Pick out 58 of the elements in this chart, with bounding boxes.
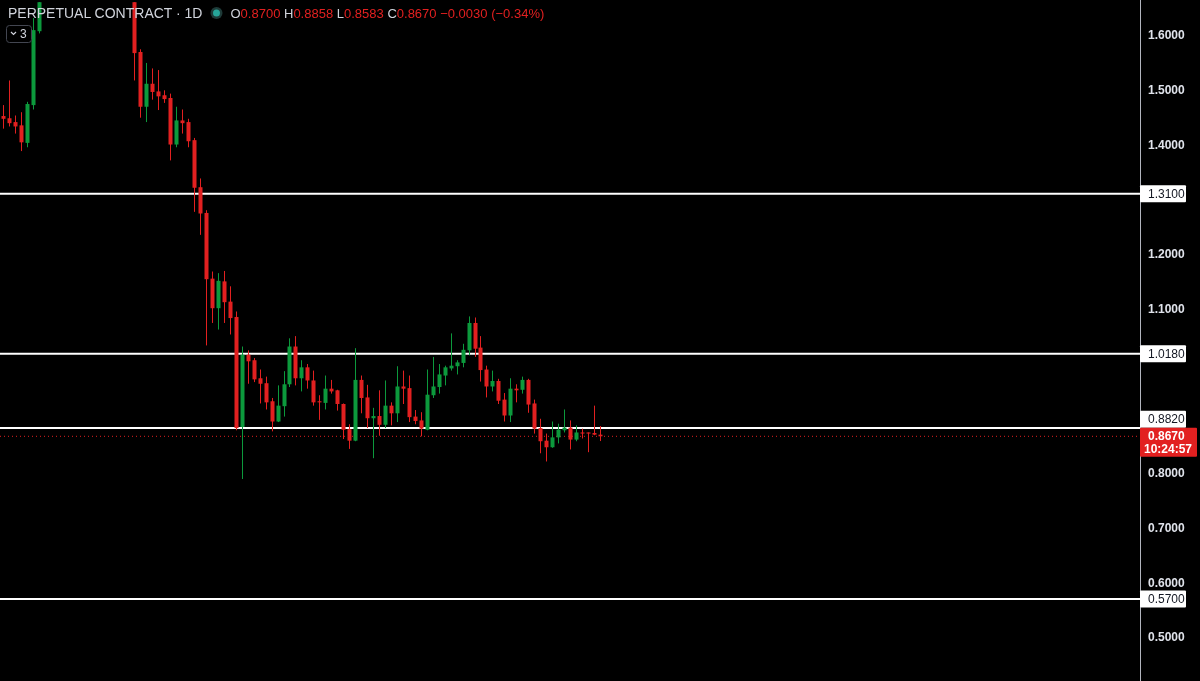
y-tick-label: 0.6000 bbox=[1148, 575, 1186, 590]
candlestick bbox=[246, 349, 251, 385]
candlestick bbox=[377, 389, 382, 437]
ref-line-label: 0.8670 bbox=[1148, 429, 1186, 444]
candlestick bbox=[323, 375, 328, 410]
candlestick bbox=[389, 401, 394, 426]
candlestick bbox=[228, 285, 233, 335]
candlestick bbox=[264, 376, 269, 410]
candlestick bbox=[317, 394, 322, 421]
candlestick bbox=[311, 370, 316, 407]
y-tick-label: 1.1000 bbox=[1148, 301, 1186, 316]
y-tick-label: 1.4000 bbox=[1148, 137, 1186, 152]
candlestick bbox=[586, 431, 591, 453]
candlestick bbox=[270, 397, 275, 432]
y-tick-label: 1.6000 bbox=[1148, 28, 1186, 43]
candlestick bbox=[222, 270, 227, 324]
candlestick bbox=[180, 108, 185, 135]
candlestick bbox=[150, 67, 155, 101]
y-tick-label: 0.8000 bbox=[1148, 466, 1186, 481]
candlestick bbox=[186, 118, 191, 148]
candlestick bbox=[461, 343, 466, 368]
candlestick bbox=[401, 370, 406, 405]
candlestick bbox=[419, 411, 424, 437]
candlestick bbox=[359, 375, 364, 414]
candlestick bbox=[282, 370, 287, 418]
candlestick bbox=[496, 378, 501, 405]
ref-line-label: 1.0180 bbox=[1148, 346, 1186, 361]
text: O0.8700 H0.8858 L0.8583 C0.8670 −0.0030 (−0.34%) bbox=[230, 6, 545, 21]
ref-line-label: 1.3100 bbox=[1148, 186, 1186, 201]
ref-line-label: 0.8820 bbox=[1148, 412, 1186, 427]
candlestick bbox=[7, 79, 12, 127]
candlestick bbox=[437, 363, 442, 395]
y-tick-label: 1.2000 bbox=[1148, 247, 1186, 262]
candlestick bbox=[484, 365, 489, 398]
candlestick bbox=[383, 379, 388, 429]
candlestick bbox=[276, 384, 281, 423]
y-tick-label: 0.7000 bbox=[1148, 520, 1186, 535]
candlestick bbox=[556, 423, 561, 444]
candlestick bbox=[156, 69, 161, 111]
candlestick bbox=[431, 356, 436, 399]
collapse-button: 3 bbox=[6, 25, 32, 43]
candlestick bbox=[443, 365, 448, 386]
candlestick bbox=[305, 363, 310, 390]
y-tick-label: 0.5000 bbox=[1148, 630, 1186, 645]
candlestick bbox=[1, 104, 6, 130]
candlestick bbox=[144, 62, 149, 123]
text: 10:24:57 bbox=[1144, 442, 1193, 457]
annotation: 3 bbox=[20, 27, 27, 42]
candlestick bbox=[365, 384, 370, 429]
candlestick bbox=[299, 359, 304, 392]
candlestick bbox=[550, 421, 555, 449]
candlestick bbox=[502, 392, 507, 423]
candlestick bbox=[490, 370, 495, 392]
candlestick bbox=[19, 111, 24, 152]
ref-line-label: 0.5700 bbox=[1148, 592, 1186, 607]
y-tick-label: 1.5000 bbox=[1148, 82, 1186, 97]
candlestick bbox=[258, 369, 263, 404]
candlestick bbox=[252, 357, 257, 383]
